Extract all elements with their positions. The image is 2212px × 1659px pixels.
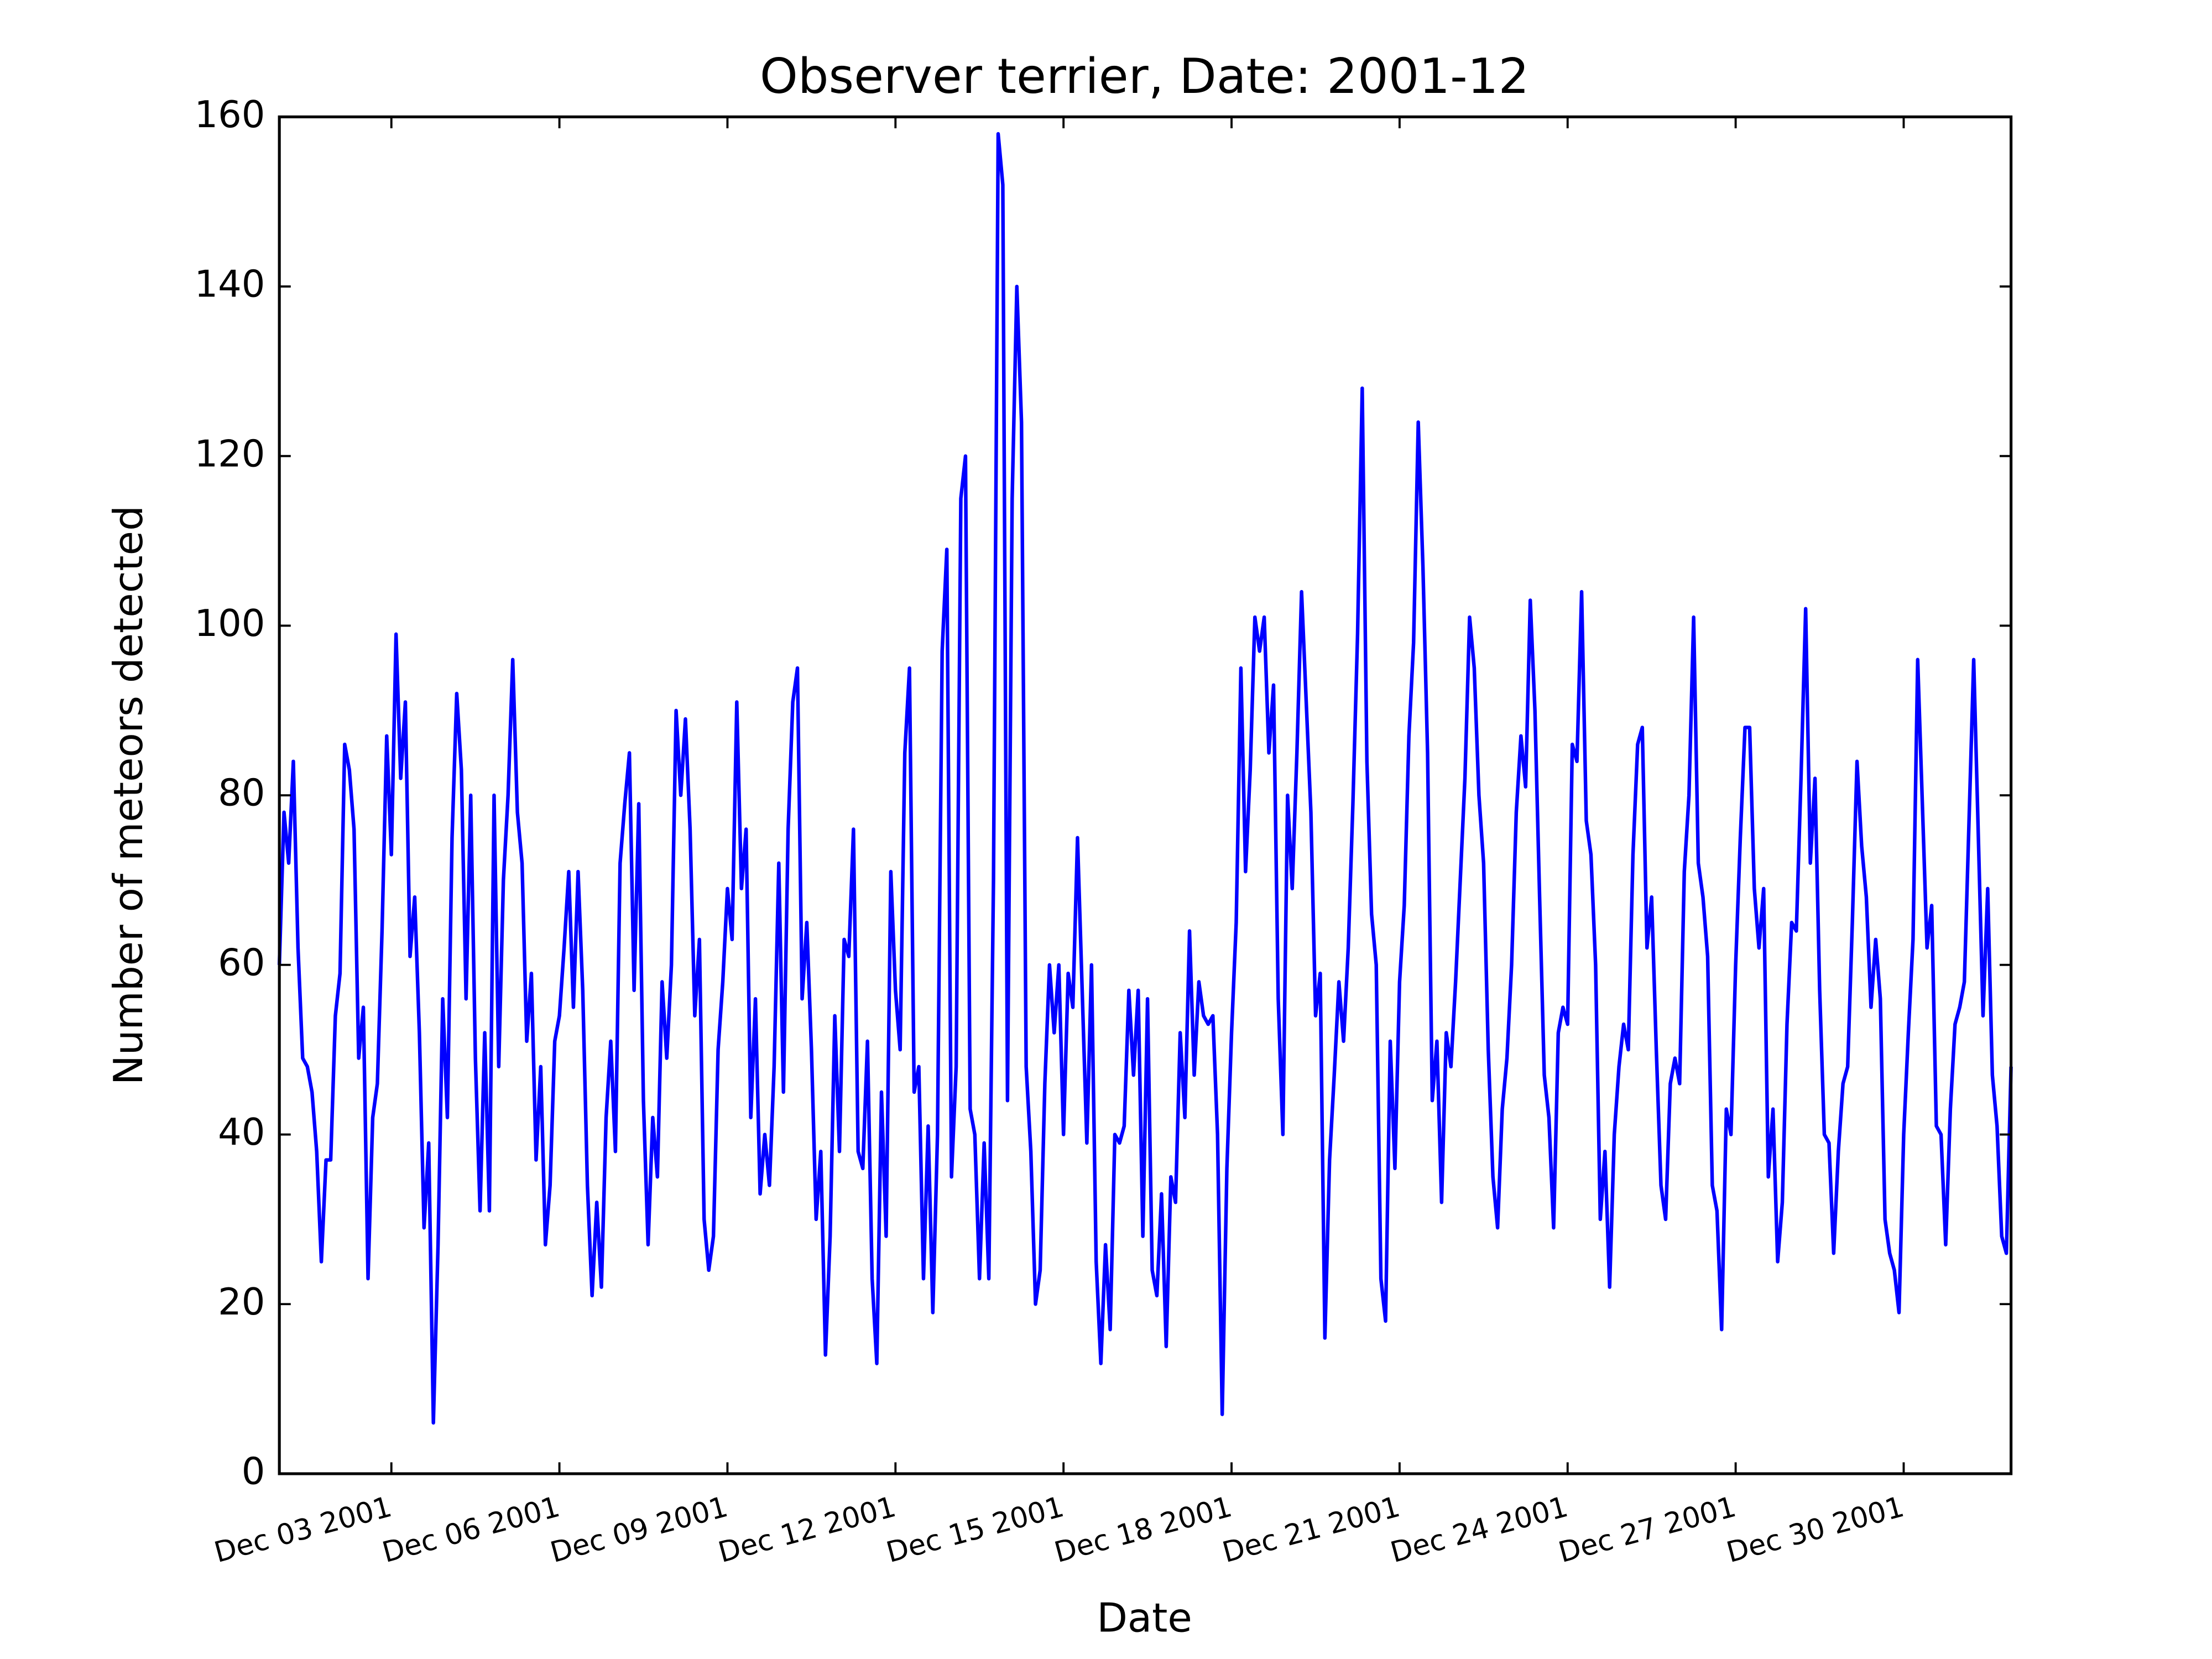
chart-title: Observer terrier, Date: 2001-12 [760,48,1529,105]
data-line [277,132,2013,1425]
y-tick-label: 0 [242,1449,265,1493]
y-tick-label: 40 [218,1110,265,1154]
y-tick-label: 140 [194,263,265,306]
y-tick-label: 160 [194,93,265,136]
y-tick-label: 60 [218,941,265,984]
y-tick-label: 100 [194,602,265,645]
y-tick-label: 20 [218,1280,265,1323]
y-tick-label: 120 [194,432,265,475]
y-tick-label: 80 [218,771,265,815]
x-axis-label: Date [1097,1595,1192,1641]
y-axis-label: Number of meteors detected [106,505,152,1085]
